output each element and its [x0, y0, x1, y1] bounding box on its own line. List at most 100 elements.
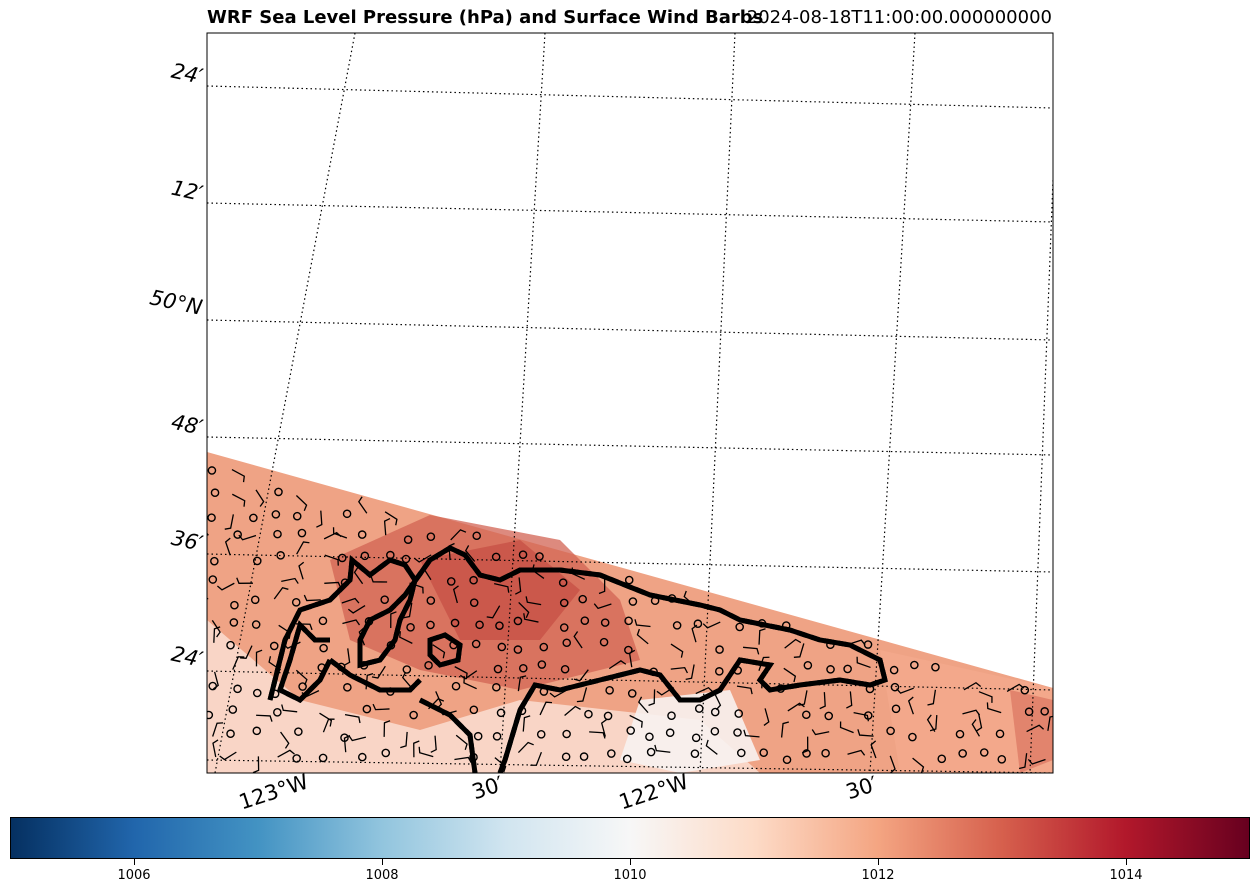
calm-wind-circle	[251, 620, 261, 629]
calm-wind-circle	[735, 622, 744, 632]
calm-wind-circle	[250, 595, 260, 605]
wind-barb	[211, 620, 221, 638]
colorbar-tick	[134, 859, 135, 865]
wind-barb	[348, 735, 367, 742]
wind-barb	[780, 721, 790, 738]
calm-wind-circle	[694, 704, 704, 713]
wind-barb	[268, 656, 282, 671]
colorbar-tick	[878, 859, 879, 865]
wind-barb	[454, 756, 472, 763]
calm-wind-circle	[562, 729, 571, 739]
calm-wind-circle	[691, 733, 701, 743]
calm-wind-circle	[386, 550, 395, 560]
wind-barb	[856, 656, 871, 669]
calm-wind-circle	[226, 640, 235, 650]
wind-barb	[255, 649, 263, 667]
wind-barb	[448, 542, 455, 561]
wind-barb	[518, 601, 530, 619]
wind-barb	[494, 583, 510, 593]
wind-barb	[347, 605, 366, 614]
calm-wind-circle	[539, 687, 549, 696]
wind-barb	[316, 510, 323, 528]
calm-wind-circle	[801, 710, 811, 720]
wind-barb	[549, 689, 568, 698]
calm-wind-circle	[269, 641, 279, 651]
wind-barb	[296, 541, 310, 555]
wind-barb	[798, 690, 808, 706]
wind-barb	[256, 714, 273, 722]
calm-wind-circle	[863, 640, 873, 649]
wind-barb	[927, 689, 937, 706]
calm-wind-circle	[207, 466, 217, 475]
calm-wind-circle	[469, 598, 479, 607]
calm-wind-circle	[381, 748, 391, 758]
calm-wind-circle	[802, 749, 811, 758]
wind-barb	[390, 611, 397, 628]
wind-barb	[358, 496, 368, 514]
wind-barb	[418, 746, 434, 758]
wind-barb	[847, 639, 866, 646]
wind-barb	[295, 623, 313, 631]
wind-barb	[414, 554, 432, 563]
calm-wind-circle	[386, 687, 395, 696]
wind-barb	[654, 744, 671, 753]
colorbar-tick-label: 1006	[117, 868, 151, 883]
calm-wind-circle	[249, 513, 258, 523]
wind-barb	[573, 669, 589, 682]
calm-wind-circle	[318, 616, 328, 626]
wind-barb	[278, 624, 292, 640]
wind-barb	[743, 729, 760, 738]
wind-barb	[598, 577, 606, 595]
wind-barb	[277, 749, 295, 758]
wind-barb	[912, 757, 925, 773]
calm-wind-circle	[252, 556, 262, 566]
wind-barb	[783, 667, 797, 683]
calm-wind-circle	[955, 729, 965, 739]
calm-wind-circle	[627, 689, 637, 698]
wind-barb	[758, 628, 766, 645]
calm-wind-circle	[782, 755, 792, 765]
calm-wind-circle	[364, 617, 374, 626]
wind-barb	[236, 577, 253, 584]
calm-wind-circle	[759, 748, 769, 757]
wind-barb	[811, 729, 830, 736]
calm-wind-circle	[536, 730, 546, 739]
calm-wind-circle	[539, 642, 549, 652]
calm-wind-circle	[736, 748, 746, 758]
calm-wind-circle	[667, 594, 677, 603]
calm-wind-circle	[863, 711, 873, 720]
calm-wind-circle	[451, 681, 461, 691]
wind-barb	[819, 692, 826, 710]
pressure-high-east	[1010, 690, 1053, 773]
calm-wind-circle	[560, 664, 570, 674]
calm-wind-circle	[362, 704, 372, 714]
calm-wind-circle	[665, 728, 675, 738]
calm-wind-circle	[424, 660, 433, 670]
calm-wind-circle	[230, 600, 239, 610]
wind-barb	[463, 676, 477, 690]
wind-barb	[430, 735, 437, 753]
wind-barb	[224, 514, 234, 530]
wind-barb	[600, 719, 607, 737]
wind-barb	[213, 626, 221, 643]
calm-wind-circle	[402, 665, 412, 674]
calm-wind-circle	[271, 510, 281, 519]
wind-barb	[784, 638, 802, 649]
calm-wind-circle	[734, 709, 744, 718]
calm-wind-circle	[672, 621, 682, 630]
calm-wind-circle	[207, 513, 216, 522]
map-frame-border	[206, 32, 1054, 774]
colorbar-tick	[1126, 859, 1127, 865]
wind-barb	[648, 689, 656, 706]
calm-wind-circle	[207, 710, 214, 720]
calm-wind-circle	[517, 706, 527, 716]
calm-wind-circle	[426, 532, 436, 541]
wind-barb	[455, 734, 468, 751]
calm-wind-circle	[337, 553, 347, 563]
calm-wind-circle	[649, 667, 658, 677]
wind-barb	[628, 649, 636, 668]
calm-wind-circle	[298, 682, 307, 691]
wind-barb	[857, 729, 874, 737]
wind-barb	[736, 685, 753, 695]
calm-wind-circle	[386, 641, 396, 650]
